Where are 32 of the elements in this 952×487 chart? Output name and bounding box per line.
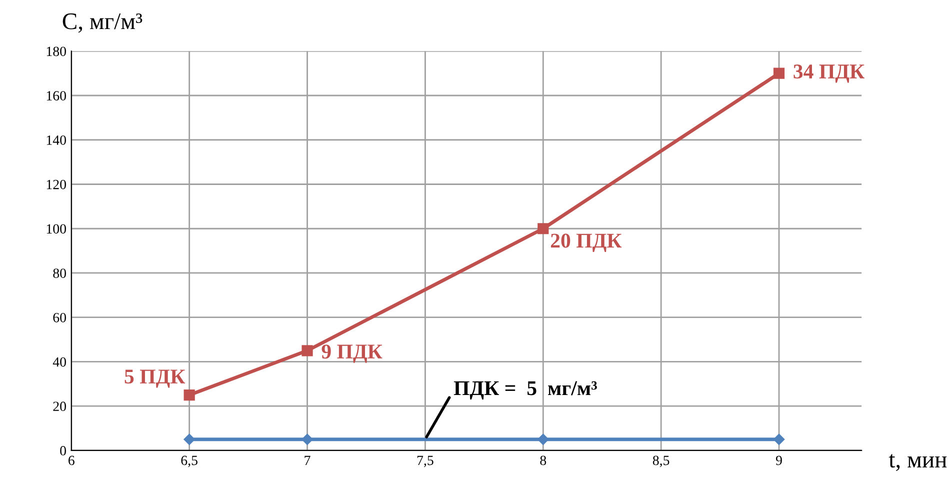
point xyxy=(302,434,313,445)
y-tick-label: 160 xyxy=(46,91,66,100)
y-tick-label: 80 xyxy=(53,268,66,278)
annotation: 9 ПДК xyxy=(322,344,382,363)
point xyxy=(538,223,549,234)
annotation: 5 ПДК xyxy=(124,370,186,388)
point xyxy=(773,434,785,445)
x-tick-label: 8,5 xyxy=(652,456,670,468)
point xyxy=(184,434,195,445)
y-tick-label: 140 xyxy=(46,135,66,145)
y-tick-label: 180 xyxy=(46,46,66,56)
y-tick-label: 120 xyxy=(46,180,66,190)
y-tick-label: 40 xyxy=(52,357,66,367)
y-tick-label: 100 xyxy=(46,224,66,234)
x-tick-label: 6 xyxy=(68,456,74,466)
x-axis-title: t, мин xyxy=(888,454,947,471)
x-tick-label: 7,5 xyxy=(417,456,434,468)
y-tick-label: 60 xyxy=(53,312,66,322)
x-tick-label: 6,5 xyxy=(181,456,198,468)
x-tick-label: 8 xyxy=(540,456,546,466)
annotation: 20 ПДК xyxy=(550,234,622,252)
x-tick-label: 7 xyxy=(304,456,310,465)
annotation: ПДК = 5 мг/м³ xyxy=(454,381,597,400)
point xyxy=(538,434,549,445)
point xyxy=(773,68,785,79)
y-tick-label: 20 xyxy=(53,402,66,412)
y-axis-title: С, мг/м³ xyxy=(62,13,142,33)
x-tick-label: 9 xyxy=(776,456,782,466)
point xyxy=(184,389,195,401)
annotation: 34 ПДК xyxy=(794,64,864,83)
y-tick-label: 0 xyxy=(60,446,66,456)
point xyxy=(302,345,313,356)
